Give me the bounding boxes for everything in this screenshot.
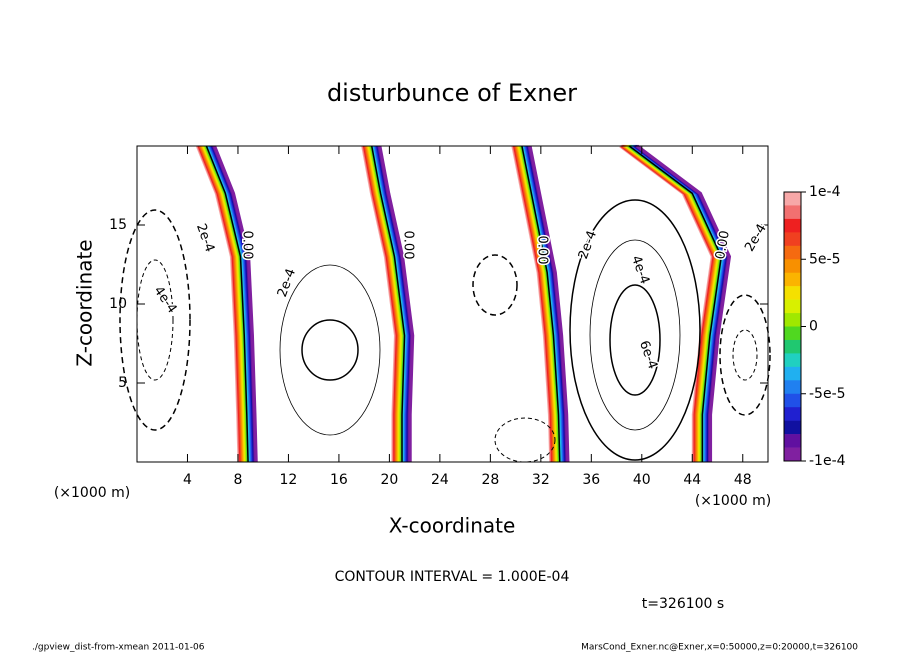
colorbar-cell xyxy=(784,232,801,247)
x-tick-label: 16 xyxy=(330,472,348,488)
zero-contour xyxy=(628,145,723,462)
x-tick-label: 44 xyxy=(683,472,701,488)
contour-label: 0.00 xyxy=(401,231,416,260)
colorbar-tick-label: 5e-5 xyxy=(809,251,840,267)
colorbar-cell xyxy=(784,286,801,300)
colorbar-cell xyxy=(784,218,801,233)
contour xyxy=(494,417,556,463)
time-label: t=326100 s xyxy=(642,596,724,612)
contour xyxy=(301,319,359,381)
contour-label: 0.00 xyxy=(240,231,255,260)
colorbar-tick-label: -1e-4 xyxy=(809,453,846,469)
x-tick-label: 20 xyxy=(380,472,398,488)
x-tick-label: 8 xyxy=(233,472,242,488)
colorbar-cell xyxy=(784,380,801,395)
contour-label: 0.00 xyxy=(713,229,733,260)
colorbar-cell xyxy=(784,326,801,341)
colorbar-cell xyxy=(784,245,801,260)
contour xyxy=(569,199,701,461)
x-tick-label: 48 xyxy=(734,472,752,488)
colorbar-cell xyxy=(784,272,801,287)
contour-label: 2e-4 xyxy=(275,267,299,300)
colorbar-cell xyxy=(784,447,801,462)
zero-contour xyxy=(370,145,406,462)
color-band xyxy=(213,145,258,463)
contour xyxy=(279,264,381,436)
colorbar-tick-label: -5e-5 xyxy=(809,386,846,402)
contour xyxy=(119,209,191,431)
colorbar-tick-label: 0 xyxy=(809,319,818,335)
zero-contour xyxy=(521,145,561,463)
contour-label: 2e-4 xyxy=(576,229,600,262)
x-tick-label: 12 xyxy=(280,472,298,488)
contour xyxy=(472,254,518,316)
x-tick-label: 32 xyxy=(532,472,550,488)
colorbar-cell xyxy=(784,434,801,448)
colorbar-cell xyxy=(784,313,801,327)
contour xyxy=(136,259,174,381)
x-tick-label: 36 xyxy=(582,472,600,488)
x-unit: (×1000 m) xyxy=(54,485,130,501)
y-tick-label: 10 xyxy=(109,296,127,312)
contour-label: 4e-4 xyxy=(150,284,179,317)
contour-interval: CONTOUR INTERVAL = 1.000E-04 xyxy=(335,569,570,585)
y-tick-label: 15 xyxy=(109,217,127,233)
x-tick-label: 28 xyxy=(481,472,499,488)
y-axis-label: Z-coordinate xyxy=(73,239,97,366)
colorbar-tick-label: 1e-4 xyxy=(809,184,841,200)
colorbar-cell xyxy=(784,393,801,408)
color-band xyxy=(378,145,415,462)
contour-label: 6e-4 xyxy=(636,339,660,372)
colorbar-cell xyxy=(784,259,801,273)
contour xyxy=(732,329,758,381)
colorbar-cell xyxy=(784,339,801,354)
color-band xyxy=(636,144,732,462)
chart-title: disturbunce of Exner xyxy=(327,79,577,107)
zero-contour xyxy=(205,145,249,463)
footer: ./gpview_dist-from-xmean 2011-01-06 xyxy=(32,643,205,653)
contour-label: 0.00 xyxy=(535,236,550,265)
x-axis-label: X-coordinate xyxy=(389,514,516,538)
colorbar-cell xyxy=(784,353,801,368)
colorbar-cell xyxy=(784,192,801,206)
color-bands xyxy=(195,144,732,463)
x-tick-label: 40 xyxy=(633,472,651,488)
y-tick-label: 5 xyxy=(118,375,127,391)
contour xyxy=(609,284,661,396)
contour-label: 2e-4 xyxy=(193,222,217,255)
contour xyxy=(719,294,771,416)
contour xyxy=(589,239,681,431)
footer: MarsCond_Exner.nc@Exner,x=0:50000,z=0:20… xyxy=(581,643,858,653)
contour-label: 2e-4 xyxy=(742,222,770,255)
x-tick-label: 4 xyxy=(183,472,192,488)
contour-label: 4e-4 xyxy=(628,254,652,287)
x-unit: (×1000 m) xyxy=(695,493,771,509)
colorbar-cell xyxy=(784,407,801,421)
colorbar-cell xyxy=(784,420,801,435)
x-tick-label: 24 xyxy=(431,472,449,488)
colorbar-cell xyxy=(784,366,801,381)
contour-lines xyxy=(119,199,771,463)
colorbar-cell xyxy=(784,205,801,220)
color-band xyxy=(528,145,570,463)
colorbar-cell xyxy=(784,299,801,314)
